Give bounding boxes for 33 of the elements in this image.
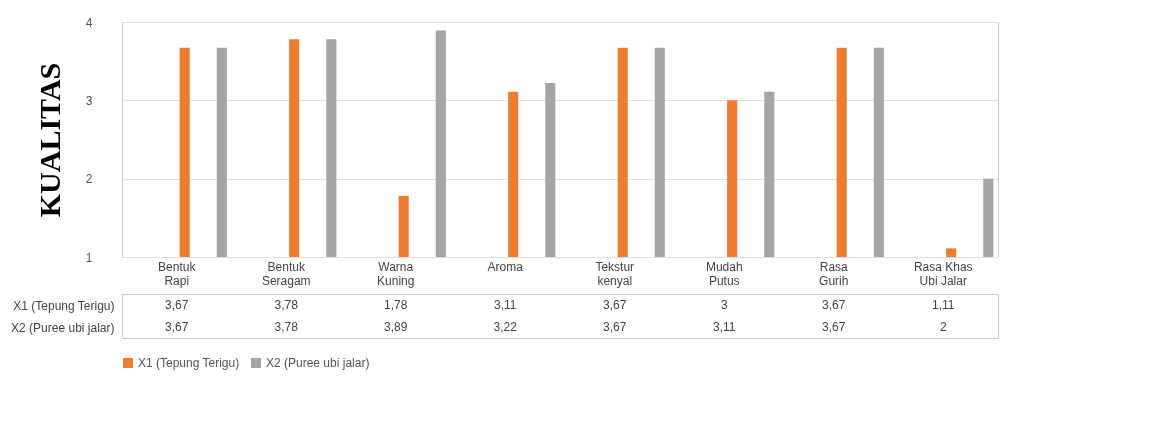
data-label: 3 [720, 298, 728, 312]
y-tick-label: 3 [85, 93, 93, 108]
data-label: 1,11 [932, 298, 955, 312]
data-label: 1,78 [384, 298, 408, 312]
y-tick-label: 2 [85, 172, 93, 187]
x-tick-label: Aroma [487, 259, 524, 274]
data-label: 3,67 [822, 320, 846, 334]
legend-label: X1 (Tepung Terigu) [138, 356, 240, 370]
legend-label: X2 (Puree ubi jalar) [266, 356, 370, 370]
x-tick-label: Bentuk Seragam [261, 259, 311, 288]
y-tick-label: 4 [85, 15, 93, 30]
y-axis-title: KUALITAS [32, 62, 66, 218]
data-label: 3,78 [274, 320, 299, 334]
x-tick-label: Mudah Putus [705, 259, 743, 288]
x-tick-label: Rasa Khas Ubi Jalar [913, 259, 973, 288]
x-tick-label: Warna Kuning [377, 259, 415, 288]
data-label: 3,89 [384, 320, 408, 334]
text: X1 (Tepung Terigu) [13, 298, 115, 313]
data-label: 3,11 [494, 298, 517, 312]
x-tick-label: Tekstur kenyal [595, 259, 635, 288]
data-label: 3,78 [274, 298, 299, 312]
x-tick-label: Bentuk Rapi [158, 259, 197, 288]
data-label: 3,67 [603, 320, 627, 334]
data-label: 2 [939, 320, 947, 334]
data-label: 3,67 [822, 298, 846, 312]
data-label: 3,22 [493, 320, 518, 334]
x-tick-label: Rasa Gurih [819, 259, 849, 288]
data-label: 3,67 [603, 298, 627, 312]
text: X2 (Puree ubi jalar) [11, 320, 115, 335]
data-label: 3,11 [713, 320, 736, 334]
data-label: 3,67 [165, 320, 189, 334]
data-label: 3,67 [165, 298, 189, 312]
y-tick-label: 1 [85, 250, 93, 265]
